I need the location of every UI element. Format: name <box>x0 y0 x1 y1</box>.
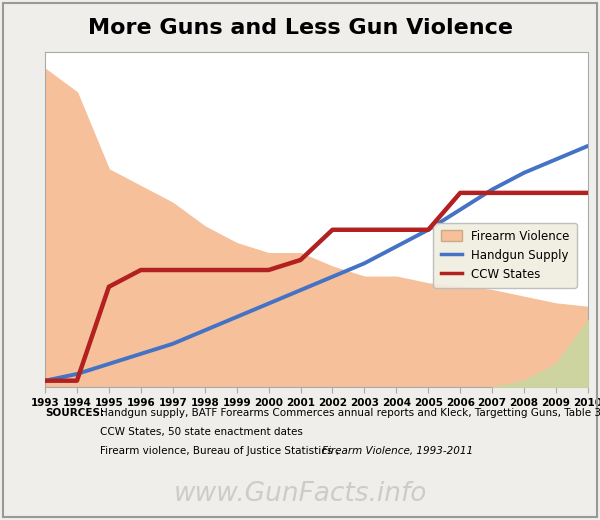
Legend: Firearm Violence, Handgun Supply, CCW States: Firearm Violence, Handgun Supply, CCW St… <box>433 223 577 288</box>
Text: SOURCES:: SOURCES: <box>45 408 104 418</box>
Text: CCW States, 50 state enactment dates: CCW States, 50 state enactment dates <box>100 427 303 437</box>
Text: www.GunFacts.info: www.GunFacts.info <box>173 481 427 507</box>
Text: More Guns and Less Gun Violence: More Guns and Less Gun Violence <box>88 18 512 38</box>
Text: Handgun supply, BATF Forearms Commerces annual reports and Kleck, Targetting Gun: Handgun supply, BATF Forearms Commerces … <box>100 408 600 418</box>
Text: Firearm violence, Bureau of Justice Statistics ,: Firearm violence, Bureau of Justice Stat… <box>100 446 343 456</box>
Text: Firearm Violence, 1993-2011: Firearm Violence, 1993-2011 <box>322 446 473 456</box>
